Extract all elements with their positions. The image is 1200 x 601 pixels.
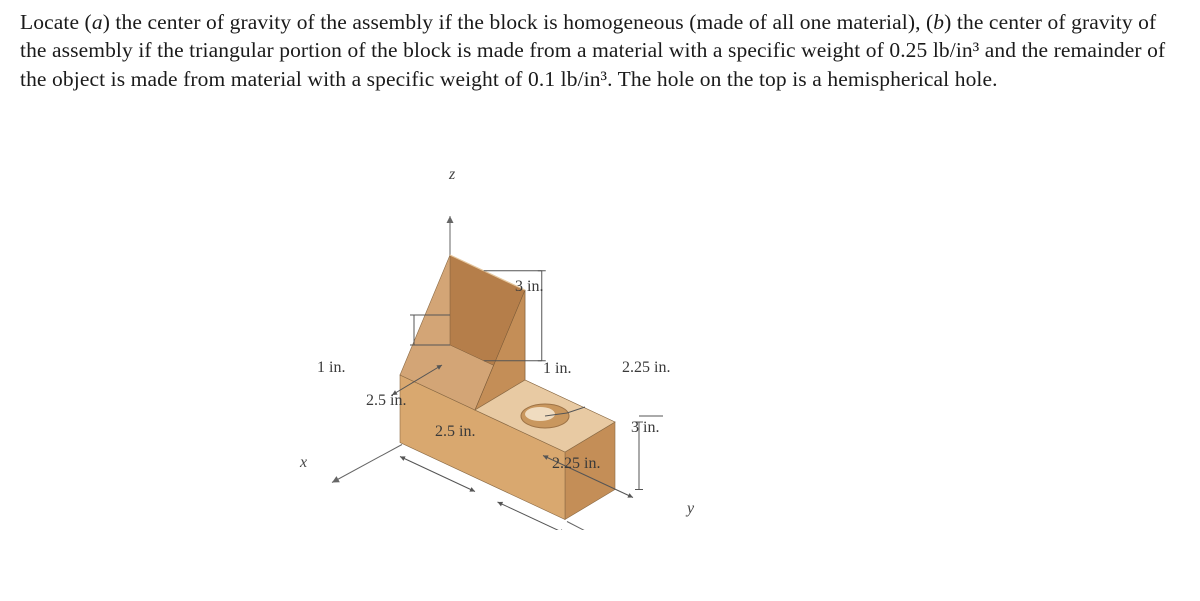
dim-3in-y: 3 in. [631, 419, 659, 437]
dim-2p5in-y: 2.5 in. [435, 423, 475, 441]
dim-2p5in-x: 2.5 in. [366, 392, 406, 410]
page: Locate (a) the center of gravity of the … [0, 0, 1200, 601]
figure: z x y 3 in. 1 in. 1 in. 2.5 in. 2.5 in. … [295, 170, 735, 530]
dim-hemi-r: 1 in. [543, 360, 571, 378]
problem-statement: Locate (a) the center of gravity of the … [20, 8, 1180, 93]
dim-z: 3 in. [515, 278, 543, 296]
dim-2p25-back: 2.25 in. [622, 359, 670, 377]
axis-y-label: y [687, 500, 694, 518]
axis-x-label: x [300, 454, 307, 472]
axis-z-label: z [449, 166, 455, 184]
figure-svg [295, 170, 735, 530]
dim-2p25-front: 2.25 in. [552, 455, 600, 473]
dim-1in-back: 1 in. [317, 359, 345, 377]
